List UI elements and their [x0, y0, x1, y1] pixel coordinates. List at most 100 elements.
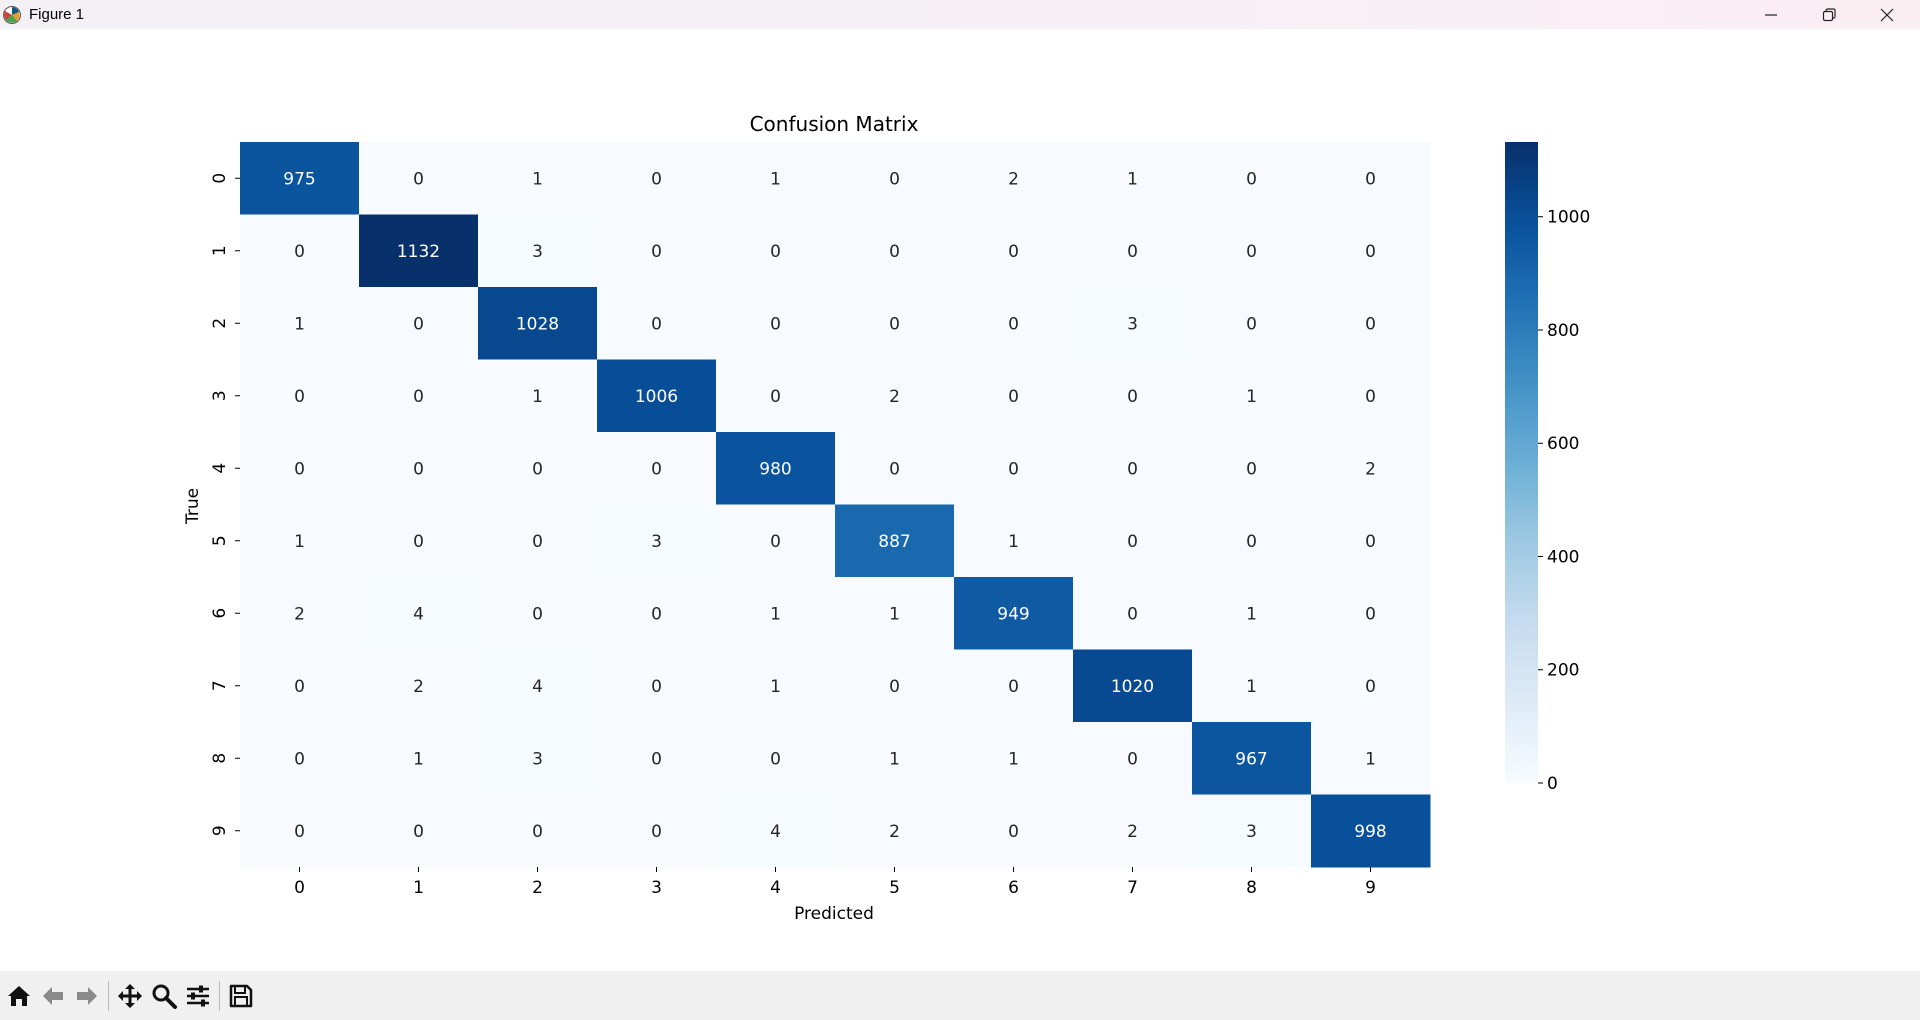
x-tick-label: 4: [770, 878, 781, 898]
cell-annotation: 0: [1008, 314, 1019, 334]
colorbar-tick-label: 1000: [1547, 208, 1590, 228]
cell-annotation: 1132: [397, 242, 440, 262]
cell-annotation: 0: [770, 242, 781, 262]
y-tick-label: 9: [210, 825, 230, 836]
cell-annotation: 0: [294, 387, 305, 407]
cell-annotation: 2: [294, 604, 305, 624]
cell-annotation: 0: [651, 677, 662, 697]
confusion-matrix-chart: Confusion Matrix 975 0 1 0 1 0 2 1 0 00 1132 3 0 0 0 0 0…: [183, 112, 1590, 924]
heatmap-cell: [478, 649, 598, 723]
back-button[interactable]: [36, 979, 70, 1013]
heatmap-cell: [1192, 722, 1312, 795]
heatmap-cell: [835, 359, 955, 433]
x-tick-label: 0: [294, 878, 305, 898]
save-button[interactable]: [224, 979, 258, 1013]
cell-annotation: 0: [651, 314, 662, 334]
heatmap-cell: [478, 722, 598, 795]
cell-annotation: 0: [532, 459, 543, 479]
cell-annotation: 0: [1246, 169, 1257, 189]
home-button[interactable]: [2, 979, 36, 1013]
heatmap-cell: [597, 577, 717, 650]
heatmap-cell: [1311, 142, 1431, 215]
x-tick-label: 7: [1127, 878, 1138, 898]
heatmap-cell: [1192, 504, 1312, 578]
colorbar-tick-label: 0: [1547, 774, 1558, 794]
heatmap-cell: [954, 287, 1074, 360]
heatmap-annotations: 975 0 1 0 1 0 2 1 0 00 1132 3 0 0 0 0 0 0 01 0 1028 0 0 0 0 3 0 00 0…: [283, 169, 1386, 842]
heatmap-cell: [835, 722, 955, 795]
heatmap-cell: [835, 504, 955, 578]
cell-annotation: 1: [294, 532, 305, 552]
heatmap-cell: [1311, 287, 1431, 360]
cell-annotation: 975: [283, 169, 315, 189]
close-button[interactable]: [1858, 0, 1916, 29]
cell-annotation: 0: [889, 314, 900, 334]
cell-annotation: 3: [1127, 314, 1138, 334]
cell-annotation: 0: [770, 387, 781, 407]
heatmap-cell: [597, 504, 717, 578]
figure-canvas[interactable]: Confusion Matrix 975 0 1 0 1 0 2 1 0 0 0 1132 3 0 0 0 0 0…: [0, 29, 1920, 971]
navigation-toolbar: [0, 971, 1920, 1020]
heatmap-cell: [716, 504, 836, 578]
forward-button[interactable]: [70, 979, 104, 1013]
cell-annotation: 0: [1127, 532, 1138, 552]
restore-button[interactable]: [1800, 0, 1858, 29]
close-icon: [1880, 8, 1894, 21]
y-tick-label: 3: [210, 390, 230, 401]
heatmap-cell: [240, 722, 360, 795]
matplotlib-logo-icon: [3, 5, 21, 24]
heatmap-cell: [954, 649, 1074, 723]
heatmap-cell: [1192, 577, 1312, 650]
cell-annotation: 1: [1127, 169, 1138, 189]
heatmap-cell: [240, 432, 360, 505]
colorbar-ticks: 0 200 400 600 800 1000: [1538, 208, 1590, 794]
cell-annotation: 0: [1008, 387, 1019, 407]
y-tick-label: 6: [210, 608, 230, 619]
cell-annotation: 2: [1008, 169, 1019, 189]
heatmap-cell: [1073, 794, 1193, 868]
x-tick-label: 8: [1246, 878, 1257, 898]
heatmap-cell: [478, 287, 598, 360]
cell-annotation: 0: [770, 532, 781, 552]
heatmap-cell: [1311, 649, 1431, 723]
heatmap-cell: [597, 287, 717, 360]
cell-annotation: 0: [294, 242, 305, 262]
colorbar-tick-label: 400: [1547, 547, 1579, 567]
cell-annotation: 0: [1365, 169, 1376, 189]
cell-annotation: 1: [1008, 749, 1019, 769]
zoom-button[interactable]: [147, 979, 181, 1013]
cell-annotation: 0: [1127, 242, 1138, 262]
minimize-button[interactable]: [1742, 0, 1800, 29]
heatmap-cell: [1311, 722, 1431, 795]
y-tick-label: 4: [210, 463, 230, 474]
cell-annotation: 0: [532, 604, 543, 624]
cell-annotation: 4: [413, 604, 424, 624]
cell-annotation: 0: [294, 822, 305, 842]
configure-subplots-button[interactable]: [181, 979, 215, 1013]
forward-arrow-icon: [77, 986, 97, 1005]
heatmap-cell: [359, 722, 479, 795]
heatmap-cell: [1073, 359, 1193, 433]
heatmap-cell: [1073, 649, 1193, 723]
heatmap-cells: [240, 142, 1431, 868]
heatmap-cell: [1192, 142, 1312, 215]
cell-annotation: 0: [294, 677, 305, 697]
cell-annotation: 0: [413, 314, 424, 334]
toolbar-separator: [219, 980, 220, 1011]
heatmap-cell: [1192, 214, 1312, 288]
cell-annotation: 0: [651, 749, 662, 769]
cell-annotation: 0: [1246, 242, 1257, 262]
heatmap-cell: [1311, 577, 1431, 650]
cell-annotation: 0: [889, 459, 900, 479]
heatmap-cell: [1192, 794, 1312, 868]
cell-annotation: 0: [1127, 749, 1138, 769]
heatmap-cell: [954, 794, 1074, 868]
zoom-icon: [152, 984, 177, 1009]
cell-annotation: 0: [532, 532, 543, 552]
cell-annotation: 1: [770, 677, 781, 697]
heatmap-cell: [478, 359, 598, 433]
cell-annotation: 0: [413, 387, 424, 407]
pan-button[interactable]: [113, 979, 147, 1013]
heatmap-cell: [597, 432, 717, 505]
heatmap-cell: [597, 359, 717, 433]
